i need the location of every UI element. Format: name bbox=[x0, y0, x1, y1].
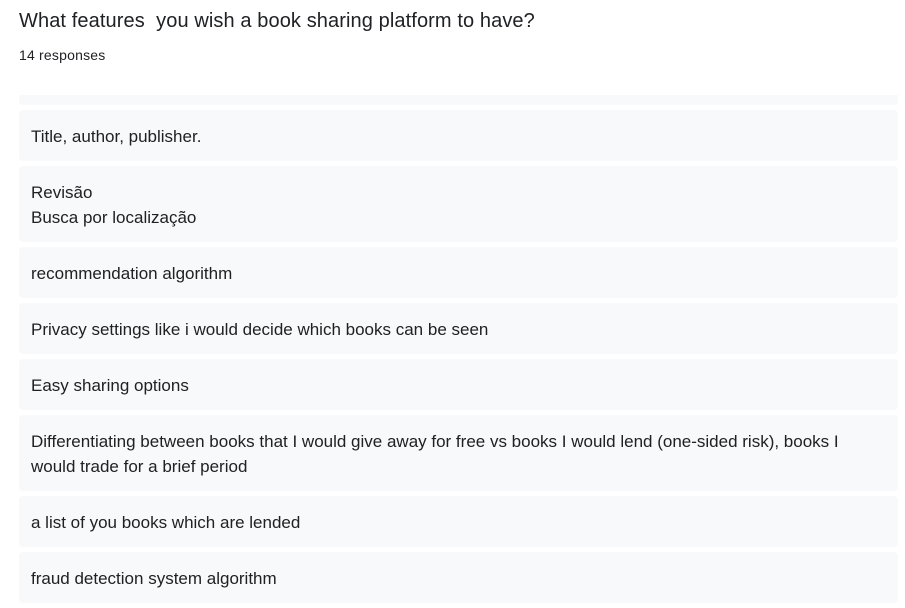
response-item: Easy sharing options bbox=[19, 359, 898, 410]
response-item: Differentiating between books that I wou… bbox=[19, 415, 898, 491]
response-item: fraud detection system algorithm bbox=[19, 552, 898, 603]
response-item: Revisão Busca por localização bbox=[19, 166, 898, 242]
response-item: a list of you books which are lended bbox=[19, 496, 898, 547]
response-item: Title, author, publisher. bbox=[19, 110, 898, 161]
response-count: 14 responses bbox=[19, 47, 106, 63]
response-item-partial bbox=[19, 95, 898, 105]
response-item: recommendation algorithm bbox=[19, 247, 898, 298]
question-title: What features you wish a book sharing pl… bbox=[19, 10, 535, 32]
response-list[interactable]: Title, author, publisher. Revisão Busca … bbox=[19, 95, 898, 608]
response-item: Privacy settings like i would decide whi… bbox=[19, 303, 898, 354]
